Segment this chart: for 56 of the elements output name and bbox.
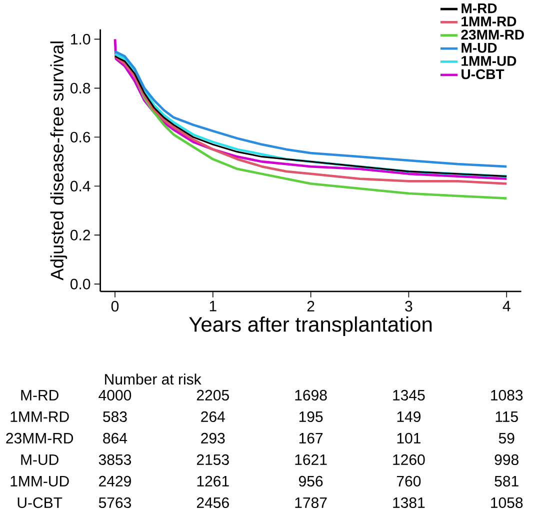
text: 195 [299, 411, 323, 422]
text: 581 [494, 476, 518, 486]
text: 998 [494, 454, 518, 466]
x-tick-label: 4 [502, 300, 510, 312]
text: 4000 [98, 390, 132, 401]
text: 956 [298, 476, 323, 486]
text: 23MM-RD [6, 432, 74, 444]
text: 1083 [491, 390, 523, 401]
y-tick-label: 0.4 [70, 180, 90, 192]
y-tick-label: 0.0 [70, 278, 90, 290]
text: 2429 [99, 476, 131, 486]
x-tick-label: 3 [405, 300, 412, 312]
text: 1MM-UD [10, 476, 69, 486]
text: 101 [397, 432, 420, 444]
text: 1MM-RD [10, 412, 69, 422]
text: 5763 [98, 497, 132, 508]
legend-label: M-RD [462, 3, 497, 14]
y-tick-label: 0.6 [70, 132, 90, 142]
text: 1261 [197, 476, 229, 486]
text: 59 [498, 432, 514, 444]
x-tick-label: 1 [210, 300, 216, 312]
y-tick-label: 1.0 [71, 34, 90, 44]
text: 760 [396, 476, 421, 486]
text: 1058 [491, 497, 523, 508]
text: 293 [201, 432, 225, 444]
text: 1381 [393, 497, 425, 508]
y-tick-label: 0.8 [70, 82, 90, 94]
text: 2153 [196, 454, 229, 466]
legend-label: 1MM-RD [462, 16, 516, 26]
text: 149 [397, 411, 420, 422]
text: 2456 [196, 497, 229, 508]
text: 1345 [393, 390, 425, 401]
text: 583 [103, 411, 127, 422]
text: Number at risk [105, 374, 202, 385]
text: 1698 [295, 390, 327, 401]
text: 1621 [295, 454, 327, 466]
text: M-UD [21, 454, 58, 466]
legend-label: M-UD [462, 43, 497, 53]
text: 1787 [295, 497, 327, 508]
text: 264 [201, 411, 225, 422]
x-axis-title: Years after transplantation [189, 316, 432, 336]
text: 1260 [393, 454, 425, 466]
text: M-RD [21, 390, 58, 400]
text: 3853 [98, 454, 132, 466]
legend-label: 1MM-UD [462, 56, 516, 66]
x-tick-label: 0 [111, 300, 119, 312]
y-axis-title: Adjusted disease-free survival [50, 42, 68, 280]
text: 2205 [196, 390, 229, 401]
x-tick-label: 2 [307, 300, 314, 312]
text: U-CBT [18, 497, 62, 508]
legend-label: U-CBT [462, 69, 504, 80]
legend-label: 23MM-RD [461, 30, 524, 40]
text: 167 [299, 432, 323, 444]
text: 115 [496, 412, 518, 422]
text: 864 [103, 432, 128, 444]
y-tick-label: 0.2 [70, 230, 90, 240]
